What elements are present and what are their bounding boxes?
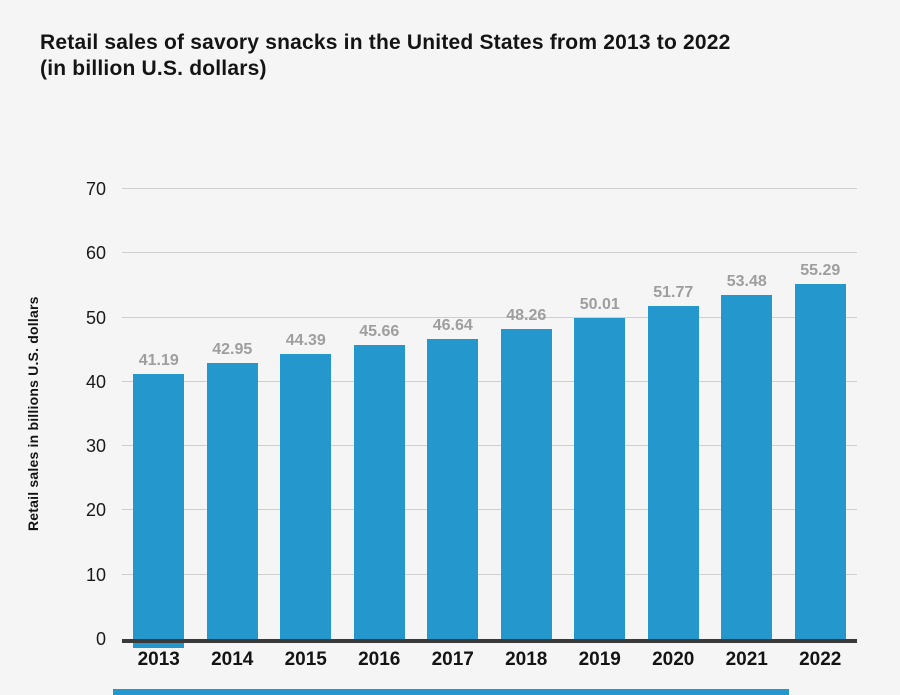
bar-column: 45.66 <box>343 189 417 639</box>
y-tick-label: 10 <box>85 564 106 585</box>
bar <box>353 345 405 639</box>
gridline <box>122 445 857 447</box>
first-bar-overhang <box>133 643 185 648</box>
gridline <box>122 380 857 382</box>
bar-column: 44.39 <box>269 189 343 639</box>
bar-value-label: 51.77 <box>653 284 694 302</box>
bar-column: 51.77 <box>637 189 711 639</box>
x-axis-ticks: 2013 2014 2015 2016 2017 2018 2019 2020 2021 2022 <box>122 650 857 669</box>
x-tick-label: 2017 <box>431 649 474 670</box>
chart-title: Retail sales of savory snacks in the Uni… <box>40 30 870 81</box>
y-tick-label: 60 <box>85 243 106 264</box>
x-tick-label: 2018 <box>505 649 548 670</box>
bar-column: 41.19 <box>122 189 196 648</box>
chart-title-line1: Retail sales of savory snacks in the Uni… <box>40 31 731 54</box>
x-tick-label: 2022 <box>799 649 842 670</box>
gridline <box>122 573 857 575</box>
bar-value-label: 46.64 <box>432 317 473 335</box>
plot-area: 41.19 42.95 44.39 45.66 46.64 48.26 50.01 51.77… <box>122 188 858 648</box>
x-tick-label: 2019 <box>578 649 621 670</box>
bar-value-label: 50.01 <box>579 295 620 313</box>
bar-value-label: 53.48 <box>726 273 767 291</box>
bar-column: 46.64 <box>416 189 490 639</box>
bottom-accent-strip <box>113 689 789 695</box>
bar <box>206 362 258 639</box>
bar-column: 53.48 <box>710 189 784 639</box>
x-tick-label: 2020 <box>652 649 695 670</box>
bar <box>133 374 185 639</box>
x-tick-label: 2015 <box>284 649 327 670</box>
bar-column: 48.26 <box>490 189 564 639</box>
bar-value-label: 42.95 <box>212 340 253 358</box>
bar-value-label: 55.29 <box>800 261 841 279</box>
bar <box>500 328 552 639</box>
y-tick-label: 70 <box>85 179 106 199</box>
bar-value-label: 45.66 <box>359 323 400 341</box>
y-tick-label: 50 <box>85 307 106 328</box>
y-tick-label: 0 <box>95 629 106 649</box>
bar <box>721 295 773 639</box>
chart-title-line2: (in billion U.S. dollars) <box>40 56 267 80</box>
x-tick-label: 2016 <box>358 649 401 670</box>
bar <box>574 317 626 639</box>
bar-column: 42.95 <box>196 189 270 639</box>
bar-value-label: 41.19 <box>138 352 179 370</box>
bar-column: 55.29 <box>784 189 858 639</box>
gridline <box>122 188 857 189</box>
gridline <box>122 252 857 254</box>
y-axis-ticks: 0 10 20 30 40 50 60 70 <box>0 180 106 648</box>
gridline <box>122 316 857 318</box>
bar <box>280 353 332 639</box>
y-tick-label: 30 <box>85 436 106 457</box>
x-tick-label: 2013 <box>137 649 180 670</box>
x-tick-label: 2014 <box>211 649 254 670</box>
gridline <box>122 509 857 511</box>
y-tick-label: 40 <box>85 371 106 392</box>
bar <box>647 306 699 639</box>
y-tick-label: 20 <box>85 500 106 521</box>
bar-column: 50.01 <box>563 189 637 639</box>
bar <box>794 283 846 639</box>
x-tick-label: 2021 <box>725 649 768 670</box>
bar <box>427 339 479 639</box>
bar-value-label: 44.39 <box>285 331 326 349</box>
bars-container: 41.19 42.95 44.39 45.66 46.64 48.26 50.01 51.77… <box>122 189 858 648</box>
bar-value-label: 48.26 <box>506 306 547 324</box>
